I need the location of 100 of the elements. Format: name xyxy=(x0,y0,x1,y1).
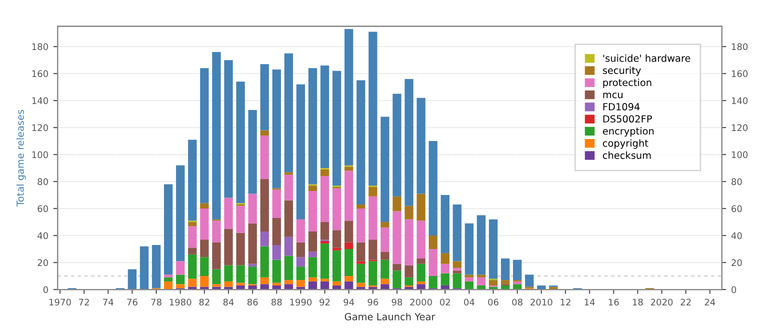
bar xyxy=(344,166,354,171)
bar xyxy=(212,242,221,270)
bar xyxy=(380,222,390,228)
bar xyxy=(416,220,426,258)
bar xyxy=(380,227,390,252)
bar xyxy=(428,141,438,236)
bar xyxy=(332,70,342,186)
bar xyxy=(428,236,438,250)
bar xyxy=(404,78,414,206)
bar xyxy=(476,277,486,286)
bar xyxy=(356,80,366,204)
y-tick-label: 140 xyxy=(32,97,48,104)
bar xyxy=(284,53,293,172)
bar xyxy=(164,184,173,275)
y2-tick-label: 180 xyxy=(732,43,748,50)
bar xyxy=(248,194,257,224)
bar xyxy=(392,270,402,288)
legend-label: protection xyxy=(603,78,652,88)
bar xyxy=(356,282,366,287)
bar xyxy=(368,32,378,186)
bar xyxy=(248,223,257,264)
bar xyxy=(272,260,281,283)
bar xyxy=(440,253,450,264)
bar xyxy=(152,244,161,288)
bar xyxy=(344,29,354,166)
bar xyxy=(308,190,318,232)
bar xyxy=(320,65,330,168)
bar xyxy=(380,252,390,260)
bar xyxy=(308,68,318,184)
bar xyxy=(176,261,185,275)
y2-tick-label: 160 xyxy=(732,70,748,78)
bar xyxy=(416,258,426,264)
x-tick-label: 86 xyxy=(247,298,258,306)
bar xyxy=(260,246,269,278)
y-tick-label: 20 xyxy=(38,259,48,266)
bar xyxy=(320,169,330,176)
bar xyxy=(296,257,306,267)
legend-label: DS5002FP xyxy=(603,115,652,123)
bar xyxy=(380,260,390,279)
bar xyxy=(525,274,534,287)
x-tick-label: 76 xyxy=(127,298,138,306)
x-tick-label: 72 xyxy=(79,298,89,306)
y2-tick-label: 80 xyxy=(732,178,742,186)
bar xyxy=(452,273,462,288)
x-tick-label: 92 xyxy=(320,298,330,306)
bar xyxy=(296,280,306,287)
bar xyxy=(344,170,354,221)
bar xyxy=(416,98,426,194)
y-tick-label: 180 xyxy=(32,43,48,50)
bar xyxy=(272,218,281,245)
bar xyxy=(260,136,269,179)
bar xyxy=(188,248,197,254)
x-tick-label: 24 xyxy=(704,298,716,306)
bar xyxy=(236,265,245,283)
bar xyxy=(356,208,366,242)
bar xyxy=(512,260,522,280)
bar xyxy=(188,226,197,248)
bar xyxy=(320,176,330,222)
bar xyxy=(392,211,402,264)
x-tick-label: 02 xyxy=(440,298,450,306)
bar xyxy=(344,220,354,242)
bar xyxy=(140,246,149,290)
bar xyxy=(368,186,378,196)
bar xyxy=(404,277,414,286)
bar xyxy=(260,64,269,130)
bar xyxy=(332,188,342,230)
bar xyxy=(464,274,474,278)
bar xyxy=(500,280,510,284)
x-tick-label: 1970 xyxy=(50,298,71,306)
x-tick-label: 1980 xyxy=(170,298,192,306)
y2-tick-label: 40 xyxy=(731,232,742,240)
x-tick-label: 84 xyxy=(223,298,234,306)
bar xyxy=(416,264,426,282)
y-tick-label: 120 xyxy=(32,124,48,132)
bar xyxy=(488,280,498,286)
y2-tick-label: 20 xyxy=(732,259,742,266)
bar xyxy=(272,190,281,218)
bar xyxy=(344,249,354,276)
y-tick-label: 160 xyxy=(32,70,48,78)
bar xyxy=(224,281,233,287)
bar xyxy=(308,231,318,252)
bar xyxy=(380,116,390,222)
bar xyxy=(224,198,233,229)
bar xyxy=(236,232,245,266)
bar xyxy=(320,244,330,279)
bar xyxy=(284,236,293,256)
bar xyxy=(272,244,281,260)
bar xyxy=(284,172,293,175)
bar xyxy=(332,281,342,286)
bar xyxy=(428,249,438,276)
bar xyxy=(212,269,221,284)
y-tick-label: 40 xyxy=(38,232,48,240)
bar xyxy=(332,248,342,250)
bar xyxy=(356,204,366,209)
x-tick-label: 16 xyxy=(608,298,619,306)
bar xyxy=(200,203,209,209)
bar xyxy=(428,276,438,288)
y-tick-label: 0 xyxy=(43,286,48,294)
bar xyxy=(176,165,185,262)
bar xyxy=(248,285,257,290)
